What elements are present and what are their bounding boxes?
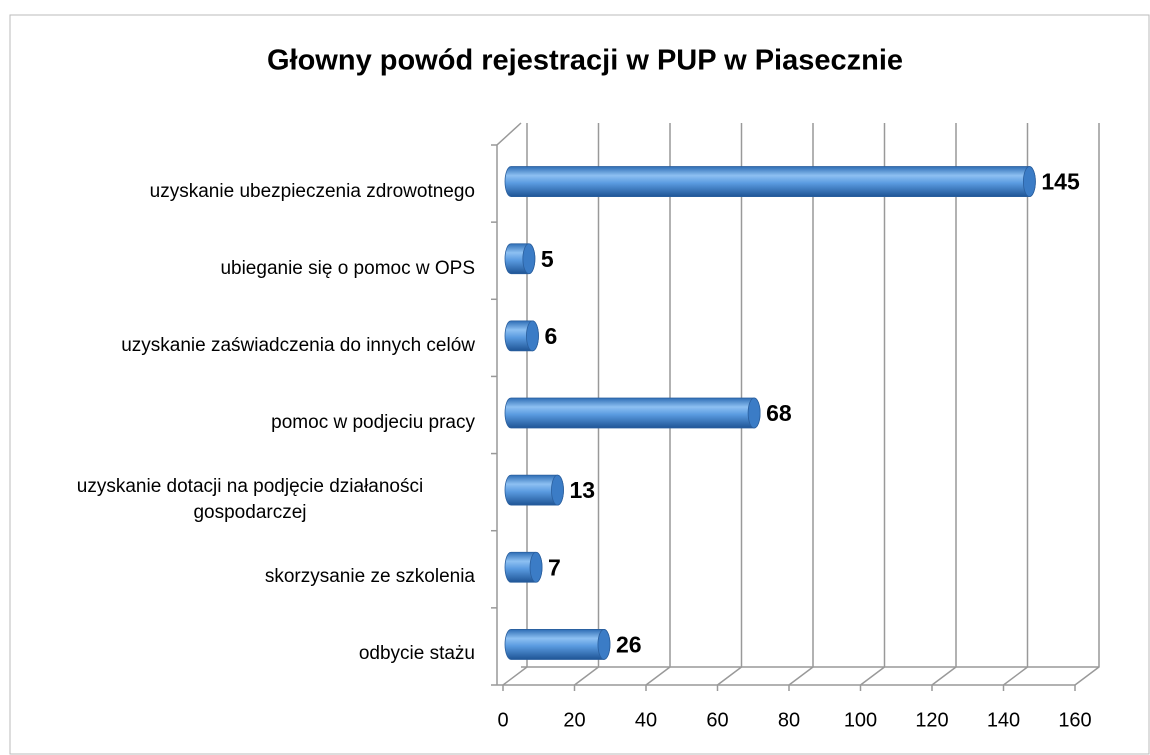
y-tick-label-box: pomoc w podjeciu pracy [5,388,475,458]
x-tick-label: 20 [563,709,585,731]
value-label: 5 [541,246,554,272]
value-label: 13 [569,477,595,503]
y-tick-label-box: odbycie stażu [5,619,475,689]
chart-title: Głowny powód rejestracji w PUP w Piasecz… [267,45,903,77]
bar-cap [526,320,539,352]
value-label: 68 [766,400,792,426]
y-tick-label: ubieganie się o pomoc w OPS [220,257,475,279]
x-tick-label: 100 [844,709,877,731]
grid-line [1003,123,1029,686]
frame [9,14,1150,755]
grid-line [717,123,743,686]
grid-line [574,123,600,686]
y-tick-label: uzyskanie ubezpieczenia zdrowotnego [149,180,475,202]
grid-line [645,123,671,686]
bar [504,166,1036,197]
bar-cap [522,243,536,275]
x-tick-label: 140 [987,709,1020,731]
x-tick-label: 60 [706,709,728,731]
y-tick-label-box: skorzysanie ze szkolenia [5,542,475,612]
value-label: 26 [616,632,642,658]
grid-line [788,123,814,686]
y-tick-label-box: uzyskanie ubezpieczenia zdrowotnego [5,157,475,227]
grid-line [502,123,528,686]
x-tick-label: 40 [635,709,657,731]
x-tick-label: 0 [497,709,508,731]
y-tick-label: odbycie stażu [358,643,475,665]
x-tick-label: 120 [915,709,948,731]
grid-line [1074,123,1100,686]
x-tick-label: 160 [1058,709,1091,731]
bar-cap [597,629,611,660]
y-tick-label-box: uzyskanie zaświadczenia do innych celów [5,311,475,381]
y-tick-label-box: uzyskanie dotacji na podjęcie działanośc… [5,465,475,535]
y-tick-label: uzyskanie zaświadczenia do innych celów [121,334,475,356]
x-tick-label: 80 [778,709,800,731]
y-tick-label: skorzysanie ze szkolenia [264,566,475,588]
bar [504,629,611,660]
value-label: 145 [1041,169,1080,195]
grid-line [860,123,886,686]
bar-cap [529,551,543,583]
bar [504,397,761,429]
bar-cap [1022,166,1036,197]
y-tick-label: uzyskanie dotacji na podjęcie działanośc… [76,476,424,524]
value-label: 6 [544,323,557,349]
bar-cap [747,397,761,429]
bar-cap [551,474,564,506]
y-tick-label: pomoc w podjeciu pracy [271,412,475,433]
grid-line [931,123,957,686]
value-label: 7 [548,554,561,580]
y-tick-label-box: ubieganie się o pomoc w OPS [5,234,475,304]
